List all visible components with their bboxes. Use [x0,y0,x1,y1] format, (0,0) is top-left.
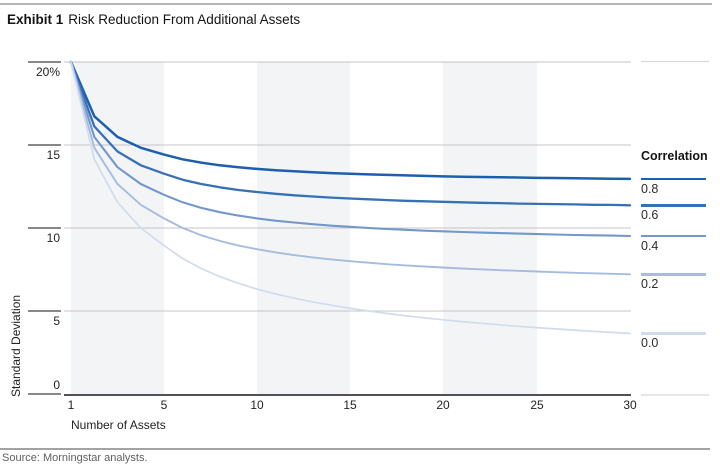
legend-swatch-0.6 [641,203,706,207]
x-tick-label: 5 [160,398,168,412]
source-divider [0,448,710,450]
exhibit-label: Exhibit 1 [7,12,64,27]
x-tick-label: 30 [623,398,637,412]
legend-label-0.0: 0.0 [641,336,659,351]
series-line-0.8 [69,60,632,181]
x-tick-label: 20 [436,398,450,412]
y-axis-title: Standard Deviation [9,294,23,397]
y-tick-label: 5 [53,314,60,328]
x-tick-label: 25 [530,398,544,412]
y-tick-label: 15 [46,148,60,162]
legend-swatch-0.2 [641,273,706,276]
legend-swatch-0.8 [641,177,706,181]
legend-label-0.8: 0.8 [641,181,659,196]
series-line-0.6 [69,60,632,207]
y-tick-label: 20% [35,65,60,79]
series-line-0.0 [70,61,631,335]
y-tick-label: 10 [46,231,60,245]
series-line-0.2 [70,61,631,276]
source-text: Source: Morningstar analysts. [2,452,148,464]
exhibit-title: Exhibit 1 Risk Reduction From Additional … [7,12,300,27]
exhibit-title-text: Risk Reduction From Additional Assets [68,12,301,27]
x-axis-title: Number of Assets [71,418,166,432]
legend-label-0.2: 0.2 [641,277,659,292]
top-rule [0,3,712,5]
x-tick-label: 1 [67,398,75,412]
legend-label-0.6: 0.6 [641,208,659,223]
legend-swatch-0.0 [641,332,706,335]
legend-label-0.4: 0.4 [641,238,659,253]
series-line-0.4 [69,60,632,238]
x-tick-label: 15 [343,398,357,412]
x-tick-label: 10 [250,398,264,412]
legend-title: Correlation [641,149,708,163]
y-tick-label: 0 [53,378,60,392]
legend-swatch-0.4 [641,234,706,238]
